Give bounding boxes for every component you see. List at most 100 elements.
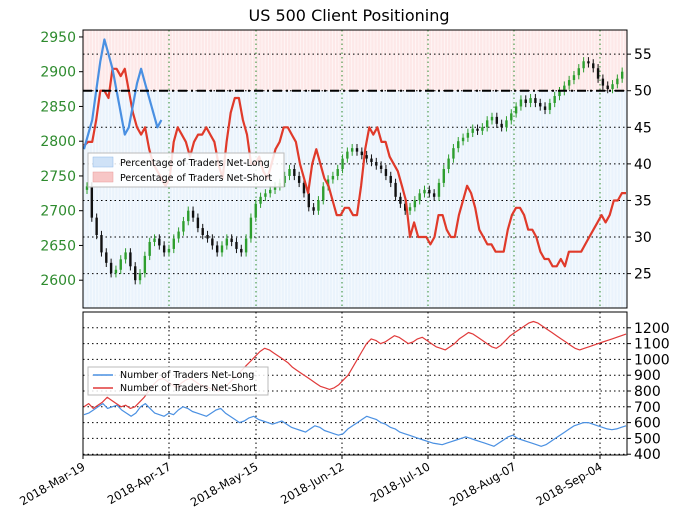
left-tick-label: 2900 xyxy=(40,65,76,81)
candle-body xyxy=(548,102,552,110)
candle-body xyxy=(162,245,166,253)
right-tick-label: 40 xyxy=(634,157,652,173)
candle-body xyxy=(360,151,364,156)
candle-body xyxy=(404,203,407,211)
candle-body xyxy=(148,241,151,256)
legend-label-net-long: Percentage of Traders Net-Long xyxy=(120,158,270,169)
bottom-right-tick-label: 1100 xyxy=(634,337,670,353)
candle-body xyxy=(119,259,122,270)
candle-body xyxy=(293,169,296,176)
candle-body xyxy=(134,266,137,281)
candle-body xyxy=(428,189,431,194)
candle-body xyxy=(317,200,320,211)
right-tick-label: 50 xyxy=(634,84,652,100)
candle-body xyxy=(153,238,156,242)
candle-body xyxy=(423,189,426,194)
bottom-right-tick-label: 800 xyxy=(634,384,661,400)
candle-body xyxy=(616,78,619,85)
top-legend: Percentage of Traders Net-Long Percentag… xyxy=(87,152,285,188)
candle-body xyxy=(524,99,527,103)
candle-body xyxy=(466,132,470,138)
candle-body xyxy=(567,80,571,86)
candle-body xyxy=(534,98,537,103)
candle-body xyxy=(375,162,378,166)
candle-body xyxy=(158,238,161,246)
candle-body xyxy=(240,248,243,253)
bottom-right-tick-label: 1200 xyxy=(634,321,670,337)
x-tick-label: 2018-Mar-19 xyxy=(17,459,87,508)
right-tick-label: 30 xyxy=(634,230,652,246)
candle-body xyxy=(249,217,253,239)
x-tick-label: 2018-Aug-07 xyxy=(447,459,518,508)
candle-body xyxy=(355,148,359,152)
left-tick-label: 2800 xyxy=(40,134,76,150)
candle-body xyxy=(389,175,392,183)
bottom-right-tick-label: 700 xyxy=(634,400,661,416)
candle-body xyxy=(350,148,354,152)
candle-body xyxy=(408,207,412,211)
candle-body xyxy=(211,238,214,246)
x-tick-label: 2018-Sep-04 xyxy=(534,459,605,508)
candle-body xyxy=(196,217,200,229)
right-tick-label: 55 xyxy=(634,47,652,63)
top-panel: 2600 2650 2700 2750 2800 2850 2900 2950 25 30 35 4… xyxy=(40,29,652,309)
candle-body xyxy=(365,155,368,159)
bottom-right-tick-label: 900 xyxy=(634,368,661,384)
candle-body xyxy=(124,252,127,260)
x-tick-label: 2018-Apr-17 xyxy=(105,459,174,507)
candle-body xyxy=(519,99,523,107)
legend-swatch-net-short xyxy=(92,171,114,183)
bottom-legend: Number of Traders Net-Long Number of Tra… xyxy=(87,366,269,396)
candle-body xyxy=(399,196,402,204)
candle-body xyxy=(215,245,219,253)
candle-body xyxy=(273,186,277,190)
candle-body xyxy=(167,248,171,253)
candle-body xyxy=(442,169,445,183)
candle-body xyxy=(587,61,590,64)
candle-body xyxy=(457,141,460,149)
candle-body xyxy=(432,193,436,197)
candle-body xyxy=(269,189,272,194)
net-long-percentage-line xyxy=(82,38,163,150)
candle-body xyxy=(490,116,494,121)
candle-body xyxy=(254,203,257,218)
candle-body xyxy=(177,231,180,239)
candle-body xyxy=(471,128,474,133)
candle-body xyxy=(543,106,547,110)
candle-body xyxy=(500,123,503,128)
candle-body xyxy=(384,169,388,176)
candle-body xyxy=(288,169,291,176)
candle-body xyxy=(201,228,204,236)
candle-body xyxy=(620,71,624,79)
candle-body xyxy=(172,238,175,249)
candle-body xyxy=(182,221,185,232)
x-tick-label: 2018-May-15 xyxy=(188,459,261,509)
candle-body xyxy=(418,193,421,201)
candle-body xyxy=(90,186,94,218)
candle-body xyxy=(302,182,306,194)
x-tick-label: 2018-Jul-10 xyxy=(368,459,433,504)
candle-body xyxy=(235,241,238,249)
bottom-right-tick-label: 600 xyxy=(634,416,661,432)
candle-body xyxy=(611,84,614,90)
candle-body xyxy=(505,120,508,128)
legend-label-count-net-short: Number of Traders Net-Short xyxy=(120,383,257,394)
top-legend-box xyxy=(87,152,285,188)
candle-body xyxy=(592,63,595,69)
candle-body xyxy=(529,98,532,103)
bottom-legend-box xyxy=(87,366,269,396)
bottom-right-tick-label: 500 xyxy=(634,431,661,447)
candle-body xyxy=(191,210,195,218)
candle-body xyxy=(138,273,142,281)
net-short-percentage-line xyxy=(83,67,626,268)
legend-label-count-net-long: Number of Traders Net-Long xyxy=(120,370,254,381)
candle-body xyxy=(577,68,580,76)
candle-body xyxy=(510,113,513,121)
legend-swatch-net-long xyxy=(92,156,114,168)
candle-body xyxy=(297,175,301,183)
candle-body xyxy=(336,169,339,176)
candle-body xyxy=(312,207,315,211)
candle-body xyxy=(346,151,349,159)
candle-body xyxy=(143,255,147,274)
